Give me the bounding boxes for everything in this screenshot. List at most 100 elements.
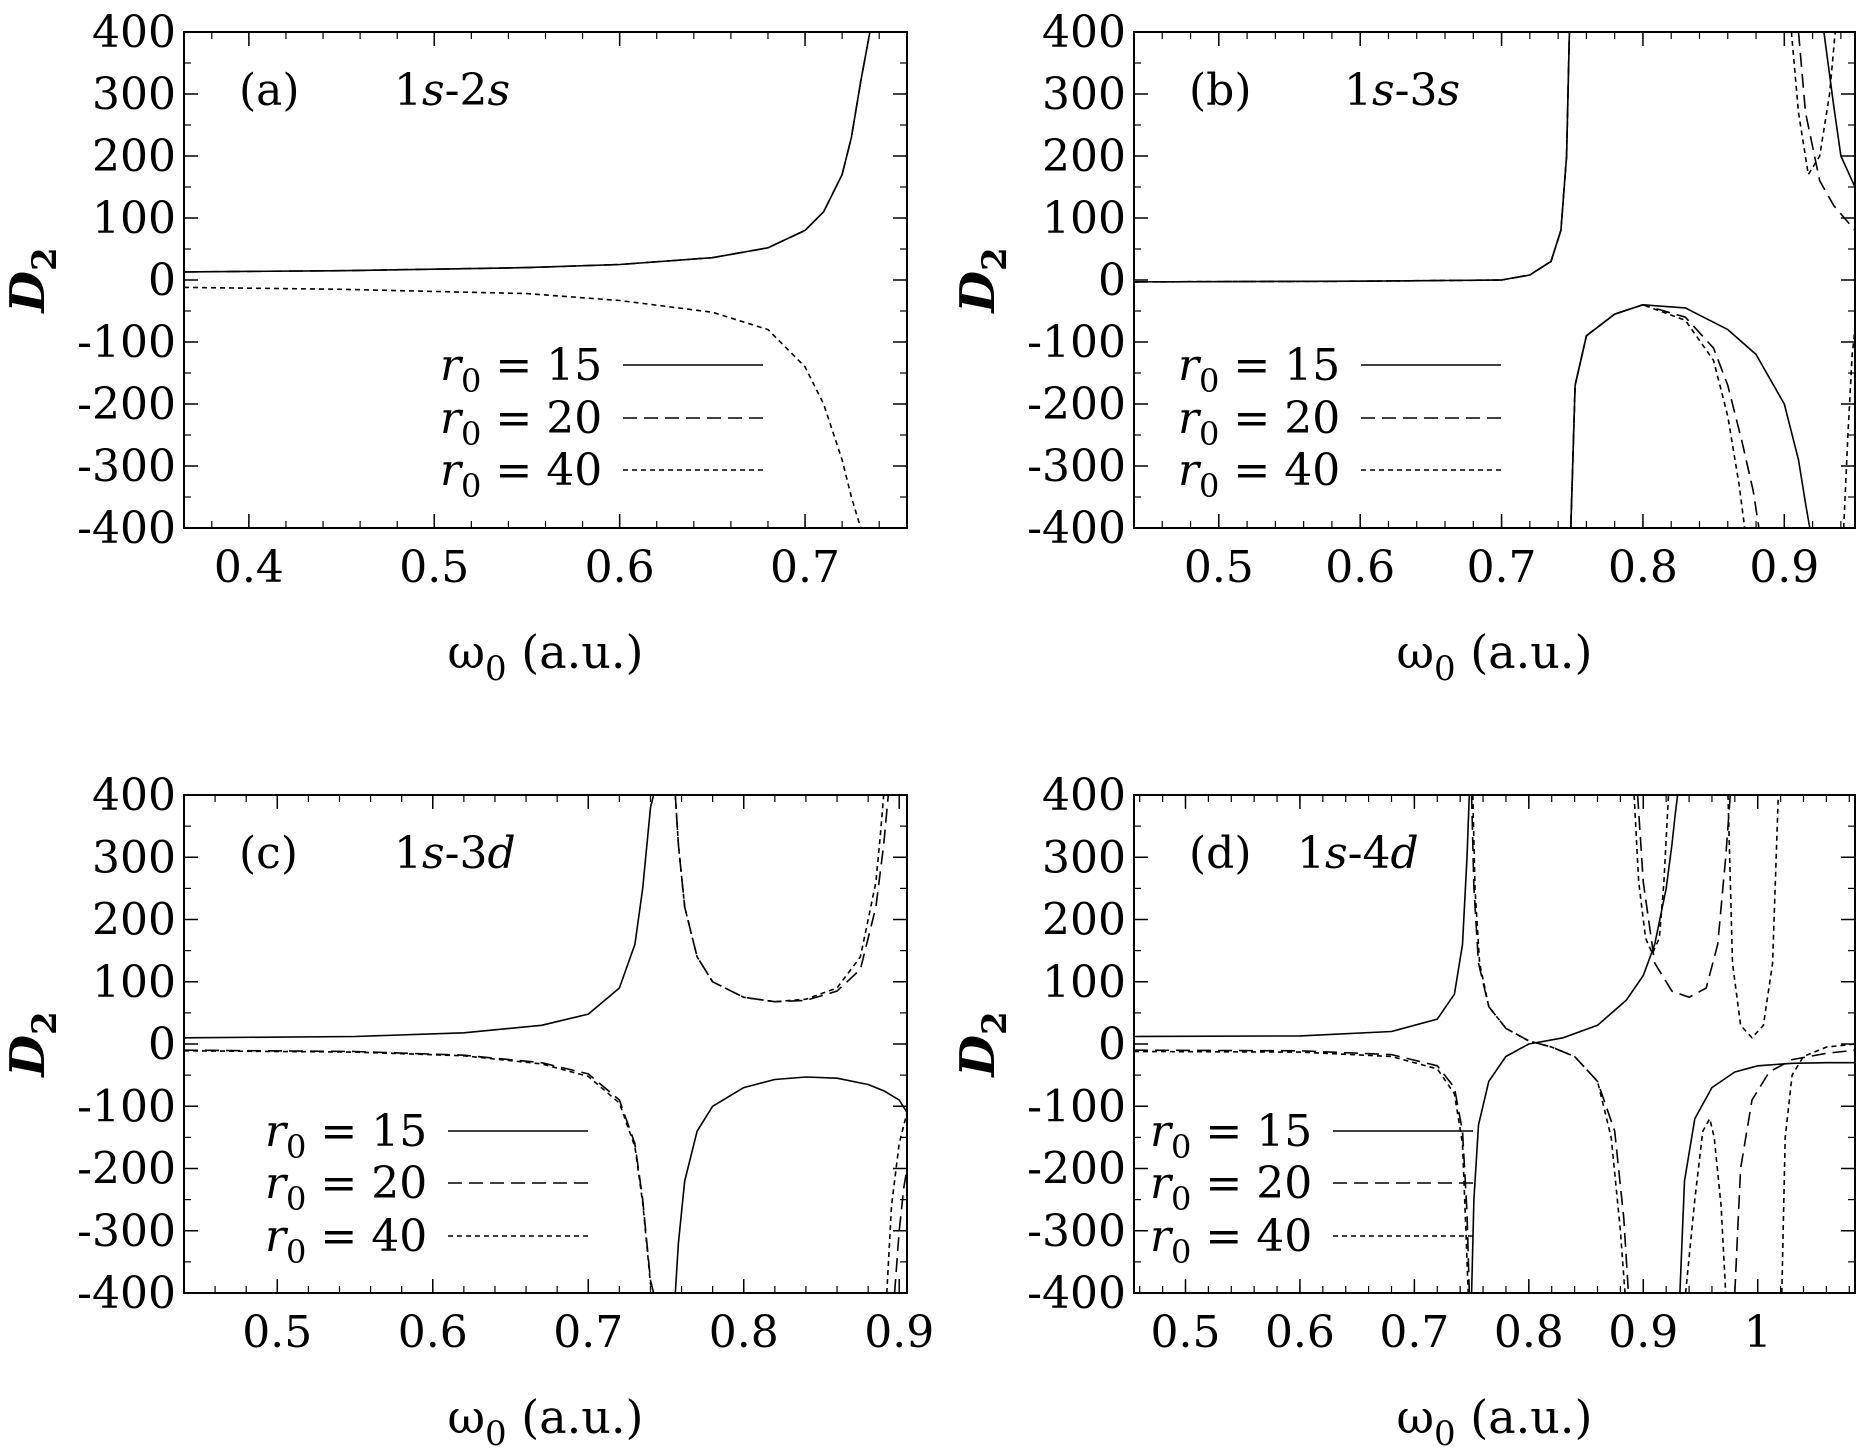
series-line-r0-15 bbox=[1823, 32, 1855, 188]
y-tick-label: 300 bbox=[92, 832, 176, 883]
y-tick-label: 200 bbox=[1042, 131, 1126, 182]
y-tick-label: 400 bbox=[1042, 7, 1126, 58]
x-tick-label: 0.6 bbox=[398, 1307, 468, 1358]
plot-frame bbox=[183, 794, 908, 1294]
legend-label: r0 = 40 bbox=[1178, 445, 1340, 505]
y-tick-label: -200 bbox=[77, 1144, 176, 1195]
x-tick-label: 0.6 bbox=[585, 542, 655, 593]
transition-title: 1s-2s bbox=[394, 65, 510, 116]
series-line-r0-20 bbox=[1797, 32, 1855, 231]
series-line-r0-40 bbox=[184, 286, 870, 528]
series-line-r0-20 bbox=[184, 32, 876, 273]
y-tick-label: -100 bbox=[1027, 1081, 1126, 1132]
series-line-r0-40 bbox=[1842, 329, 1855, 528]
series-line-r0-20 bbox=[1734, 1049, 1855, 1293]
panel-label: (d) bbox=[1189, 828, 1252, 879]
x-tick-label: 0.7 bbox=[770, 542, 840, 593]
x-tick-label: 0.8 bbox=[709, 1307, 779, 1358]
series-group bbox=[184, 795, 907, 1293]
y-tick-label: -100 bbox=[77, 317, 176, 368]
x-axis-label: ω0 (a.u.) bbox=[448, 625, 644, 689]
x-tick-label: 0.9 bbox=[1749, 542, 1819, 593]
series-line-r0-40 bbox=[1684, 1117, 1727, 1293]
x-tick-label: 0.7 bbox=[553, 1307, 623, 1358]
series-line-r0-20 bbox=[1570, 304, 1760, 528]
transition-title: 1s-4d bbox=[1297, 828, 1419, 879]
x-tick-label: 0.5 bbox=[1184, 542, 1254, 593]
y-axis-label: D2 bbox=[0, 1011, 65, 1078]
chart-panel-1: 0.4 0.5 0.6 0.7 -400 -300 -200 -100 0 100 200 300 40… bbox=[0, 7, 908, 689]
x-tick-label: 0.5 bbox=[242, 1307, 312, 1358]
panel-label: (b) bbox=[1189, 65, 1252, 116]
x-tick-label: 0.5 bbox=[1151, 1307, 1221, 1358]
y-tick-label: 400 bbox=[92, 7, 176, 58]
y-tick-label: -300 bbox=[77, 1206, 176, 1257]
plot-frame bbox=[1133, 794, 1856, 1294]
y-tick-label: -300 bbox=[1027, 441, 1126, 492]
y-tick-label: 200 bbox=[1042, 895, 1126, 946]
x-axis-label: ω0 (a.u.) bbox=[1397, 1390, 1593, 1454]
plot-frame bbox=[183, 31, 908, 529]
y-tick-label: -400 bbox=[77, 1268, 176, 1319]
series-line-r0-15 bbox=[1134, 795, 1471, 1038]
x-tick-label: 0.6 bbox=[1265, 1307, 1335, 1358]
x-axis-label: ω0 (a.u.) bbox=[448, 1390, 644, 1454]
y-tick-label: 100 bbox=[92, 193, 176, 244]
transition-title: 1s-3d bbox=[394, 828, 516, 879]
x-tick-label: 0.9 bbox=[1608, 1307, 1678, 1358]
y-tick-label: -300 bbox=[1027, 1206, 1126, 1257]
y-tick-label: 100 bbox=[92, 957, 176, 1008]
series-line-r0-40 bbox=[1570, 304, 1746, 528]
series-line-r0-15 bbox=[1470, 795, 1679, 1293]
y-tick-label: 200 bbox=[92, 131, 176, 182]
series-line-r0-15 bbox=[1570, 304, 1811, 528]
y-tick-label: 300 bbox=[1042, 69, 1126, 120]
series-line-r0-40 bbox=[1134, 1050, 1469, 1293]
series-group bbox=[1134, 32, 1855, 528]
y-tick-label: -300 bbox=[77, 441, 176, 492]
series-line-r0-20 bbox=[893, 1168, 907, 1293]
x-axis-label: ω0 (a.u.) bbox=[1397, 625, 1593, 689]
y-tick-label: -100 bbox=[77, 1081, 176, 1132]
y-tick-label: 400 bbox=[1042, 770, 1126, 821]
y-axis-label: D2 bbox=[950, 247, 1015, 314]
y-tick-label: -400 bbox=[1027, 503, 1126, 554]
legend-label: r0 = 15 bbox=[1178, 340, 1340, 400]
series-line-r0-15 bbox=[1679, 1061, 1855, 1293]
x-tick-label: 0.9 bbox=[864, 1307, 934, 1358]
legend-label: r0 = 15 bbox=[440, 340, 602, 400]
y-tick-label: 100 bbox=[1042, 957, 1126, 1008]
y-tick-label: -400 bbox=[77, 503, 176, 554]
series-line-r0-40 bbox=[1134, 32, 1571, 283]
legend-label: r0 = 40 bbox=[440, 445, 602, 505]
series-line-r0-20 bbox=[674, 795, 890, 1003]
series-group bbox=[1134, 795, 1855, 1293]
series-line-r0-15 bbox=[674, 1076, 907, 1293]
y-tick-label: 0 bbox=[1098, 255, 1126, 306]
legend-label: r0 = 20 bbox=[440, 393, 602, 453]
panel-label: (c) bbox=[239, 828, 298, 879]
y-tick-label: 0 bbox=[148, 1019, 176, 1070]
plot-frame bbox=[1133, 31, 1856, 529]
panel-label: (a) bbox=[239, 65, 300, 116]
x-tick-label: 0.4 bbox=[214, 542, 284, 593]
x-tick-label: 0.5 bbox=[399, 542, 469, 593]
legend-label: r0 = 20 bbox=[1178, 393, 1340, 453]
series-line-r0-40 bbox=[1472, 795, 1626, 1293]
legend-label: r0 = 15 bbox=[265, 1106, 427, 1166]
y-tick-label: 200 bbox=[92, 895, 176, 946]
y-tick-label: 0 bbox=[148, 255, 176, 306]
series-line-r0-40 bbox=[184, 1050, 655, 1293]
y-tick-label: 300 bbox=[92, 69, 176, 120]
x-tick-label: 0.7 bbox=[1379, 1307, 1449, 1358]
y-tick-label: -200 bbox=[1027, 1144, 1126, 1195]
x-tick-label: 0.8 bbox=[1608, 542, 1678, 593]
x-tick-label: 1 bbox=[1744, 1307, 1772, 1358]
legend-label: r0 = 20 bbox=[265, 1158, 427, 1218]
series-line-r0-20 bbox=[1134, 1049, 1471, 1293]
y-tick-label: 100 bbox=[1042, 193, 1126, 244]
y-tick-label: 400 bbox=[92, 770, 176, 821]
x-tick-label: 0.6 bbox=[1325, 542, 1395, 593]
chart-panel-4: 0.5 0.6 0.7 0.8 0.9 1 -400 -300 -200 -100 0 100 200 3… bbox=[950, 770, 1856, 1454]
